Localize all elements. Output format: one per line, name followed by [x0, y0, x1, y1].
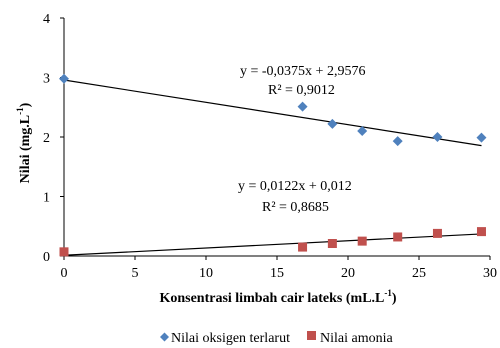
data-point-diamond — [327, 118, 338, 129]
legend-diamond-icon — [160, 332, 169, 342]
y-tick-label: 0 — [43, 250, 50, 265]
y-tick-label: 1 — [43, 191, 50, 206]
legend: Nilai oksigen terlarut Nilai amonia — [160, 331, 393, 346]
data-point-square — [298, 242, 308, 252]
trendlines — [63, 79, 482, 256]
chart-axes: 0 1 2 3 4 0 5 10 15 20 25 30 — [43, 12, 497, 281]
x-tick-label: 25 — [412, 266, 426, 281]
x-tick-label: 15 — [270, 266, 284, 281]
trendline-series-1 — [63, 79, 482, 147]
data-points — [59, 73, 487, 257]
series-2-equation: y = 0,0122x + 0,012 — [238, 179, 352, 194]
legend-square-icon — [307, 331, 316, 340]
series-1-equation: y = -0,0375x + 2,9576 — [240, 64, 365, 79]
data-point-diamond — [476, 132, 487, 143]
x-tick-label: 10 — [199, 266, 213, 281]
data-point-square — [59, 247, 69, 257]
series-1-r2: R² = 0,9012 — [268, 83, 335, 98]
data-point-diamond — [297, 101, 308, 112]
series-2-r2: R² = 0,8685 — [262, 200, 329, 215]
data-point-square — [357, 236, 367, 246]
data-point-square — [476, 227, 486, 237]
y-tick-label: 4 — [43, 12, 50, 27]
y-tick-label: 2 — [43, 131, 50, 146]
data-point-diamond — [357, 126, 368, 137]
y-axis-title: Nilai (mg.L-1) — [15, 102, 33, 183]
data-point-square — [327, 239, 337, 249]
data-point-diamond — [392, 136, 403, 147]
x-tick-label: 30 — [483, 266, 497, 281]
data-point-square — [393, 232, 403, 242]
x-tick-label: 20 — [341, 266, 355, 281]
y-tick-label: 3 — [43, 72, 50, 87]
legend-label-series-2: Nilai amonia — [320, 331, 393, 346]
data-point-diamond — [59, 73, 69, 84]
x-axis-title: Konsentrasi limbah cair lateks (mL.L-1) — [159, 288, 396, 306]
data-point-square — [432, 228, 442, 238]
x-tick-label: 5 — [132, 266, 139, 281]
legend-label-series-1: Nilai oksigen terlarut — [171, 331, 290, 346]
x-tick-label: 0 — [61, 266, 68, 281]
trendline-series-2 — [63, 233, 482, 256]
data-point-diamond — [432, 132, 443, 142]
